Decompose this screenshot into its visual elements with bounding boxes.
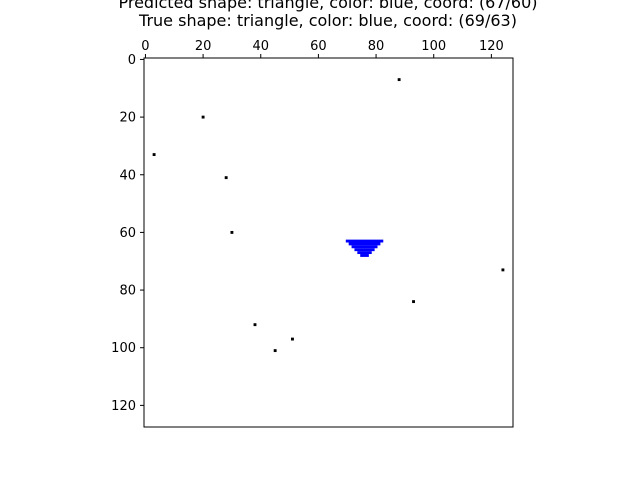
- noise-pixel: [412, 300, 415, 304]
- x-tick-label: 20: [195, 39, 212, 54]
- x-tick-label: 80: [368, 39, 385, 54]
- chart-title-true: True shape: triangle, color: blue, coord…: [138, 11, 517, 30]
- noise-pixel: [201, 115, 205, 119]
- noise-pixel: [273, 349, 277, 353]
- noise-pixel: [253, 323, 257, 327]
- x-tick-label: 100: [421, 39, 446, 54]
- y-tick-label: 100: [111, 341, 136, 356]
- axes-frame: [143, 57, 514, 428]
- triangle-shape-row: [357, 251, 372, 255]
- x-tick-label: 60: [310, 39, 327, 54]
- noise-pixel: [397, 78, 401, 82]
- triangle-shape-row: [360, 254, 369, 257]
- triangle-shape-row: [348, 242, 381, 246]
- x-tick-label: 40: [252, 39, 269, 54]
- plot-area: 0 20 40 60 80 100 120 0 20 40 60 80 100 120: [111, 39, 514, 428]
- noise-pixel: [230, 230, 234, 234]
- noise-pixel: [291, 337, 294, 341]
- y-tick-label: 60: [119, 226, 136, 241]
- triangle-shape-row: [354, 248, 375, 252]
- y-tick-label: 20: [119, 111, 136, 126]
- y-tick-label: 120: [111, 399, 136, 414]
- image-background: [144, 58, 513, 427]
- x-tick-label: 0: [141, 39, 149, 54]
- noise-pixel: [224, 176, 228, 180]
- noise-pixel: [501, 268, 505, 272]
- triangle-shape-row: [351, 245, 378, 249]
- y-tick-label: 40: [119, 168, 136, 183]
- chart-title-predicted: Predicted shape: triangle, color: blue, …: [118, 0, 537, 12]
- noise-pixel: [152, 153, 156, 157]
- y-tick-label: 0: [128, 53, 136, 68]
- x-tick-label: 120: [479, 39, 504, 54]
- triangle-shape-row: [345, 239, 384, 243]
- y-tick-label: 80: [119, 284, 136, 299]
